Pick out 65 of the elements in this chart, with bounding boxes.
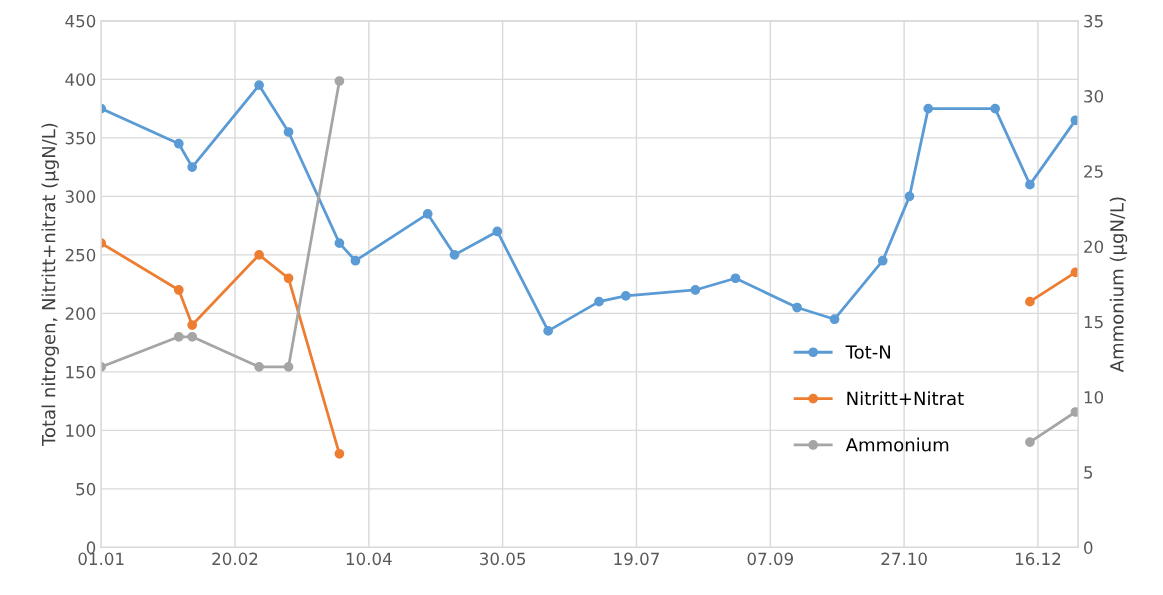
x-tick-label: 19.07 (614, 552, 659, 566)
y-tick-label: 400 (65, 73, 96, 86)
x-tick-label: 20.02 (212, 552, 258, 566)
point (334, 76, 345, 86)
x-tick-label: 07.09 (747, 552, 793, 566)
y-tick-label: 200 (65, 307, 96, 320)
point (173, 285, 184, 295)
y-tick-label: 50 (76, 482, 96, 496)
y2-tick-label: 0 (1084, 541, 1093, 554)
y2-tick-label: 10 (1084, 390, 1104, 404)
y2-tick-label: 15 (1084, 315, 1103, 329)
y-tick-label: 250 (65, 248, 96, 262)
legend-label: Ammonium (845, 437, 949, 452)
point (187, 320, 198, 330)
point (173, 138, 184, 149)
point (690, 285, 701, 295)
point (449, 249, 460, 260)
point (254, 249, 264, 260)
point (1025, 437, 1035, 447)
x-tick-label: 27.10 (881, 552, 927, 566)
point (173, 331, 184, 342)
y2-axis-title: Ammonium (µgN/L) (1109, 197, 1128, 373)
point (187, 162, 198, 172)
x-tick-label: 16.12 (1015, 552, 1061, 566)
point (254, 80, 264, 91)
point (1025, 179, 1035, 190)
y2-tick-label: 30 (1084, 90, 1104, 103)
point (254, 361, 264, 372)
point (594, 296, 604, 307)
point (350, 255, 361, 266)
point (283, 127, 294, 137)
point (492, 226, 503, 237)
point (283, 361, 294, 372)
y2-tick-label: 5 (1084, 466, 1093, 479)
point (543, 326, 554, 336)
point (904, 191, 915, 202)
y-tick-label: 300 (65, 190, 96, 203)
point (730, 273, 741, 284)
point (829, 314, 840, 325)
y-tick-label: 0 (86, 541, 96, 554)
x-tick-label: 10.04 (346, 552, 392, 566)
point (990, 103, 1000, 114)
x-tick-label: 01.01 (78, 552, 124, 566)
y-axis-title: Total nitrogen, Nitritt+nitrat (µgN/L) (41, 123, 59, 447)
y2-tick-label: 20 (1084, 240, 1104, 254)
point (877, 255, 888, 266)
legend-label: Nitritt+Nitrat (847, 391, 964, 406)
x-tick-label: 30.05 (480, 552, 526, 566)
y2-tick-label: 35 (1084, 14, 1103, 28)
point (334, 448, 345, 459)
point (792, 302, 802, 313)
y2-tick-label: 25 (1084, 165, 1103, 178)
y-tick-label: 100 (66, 424, 96, 437)
legend-label: Tot-N (845, 345, 890, 359)
point (923, 103, 934, 114)
point (1025, 296, 1035, 307)
point (1070, 407, 1079, 417)
point (187, 331, 198, 342)
y-tick-label: 150 (66, 365, 96, 379)
y-tick-label: 350 (65, 131, 96, 145)
y-tick-label: 450 (65, 14, 96, 28)
point (283, 273, 294, 284)
point (422, 209, 433, 219)
point (334, 238, 345, 249)
point (620, 290, 631, 301)
